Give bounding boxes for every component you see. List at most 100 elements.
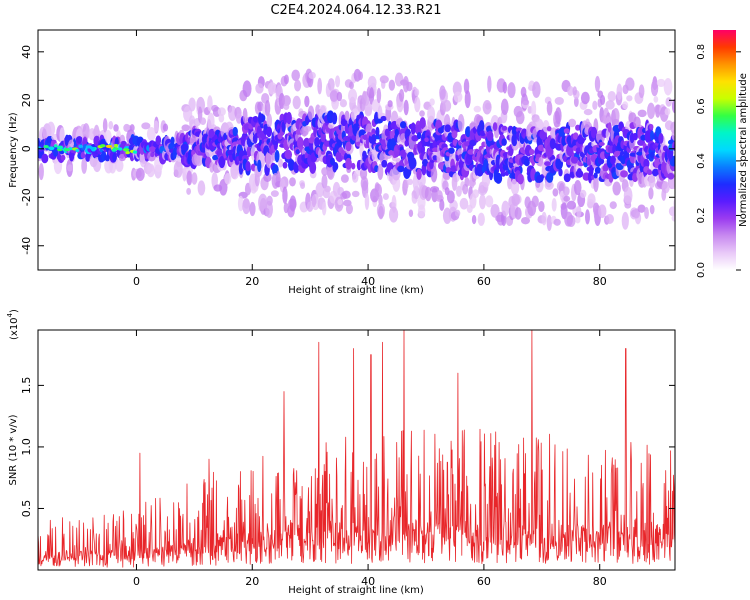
heatmap-cell: [637, 109, 647, 118]
heatmap-cell: [414, 96, 421, 113]
heatmap-cell: [245, 161, 251, 172]
heatmap-cell: [255, 83, 264, 94]
spectrogram-frame: [37, 29, 676, 271]
heatmap-cell: [464, 90, 471, 109]
heatmap-cell: [544, 181, 554, 190]
heatmap-cell: [432, 140, 437, 150]
heatmap-cell: [649, 124, 654, 130]
heatmap-cell: [594, 75, 601, 93]
heatmap-cell: [529, 148, 535, 156]
heatmap-cell: [479, 130, 486, 137]
heatmap-cell: [162, 123, 169, 132]
heatmap-cell: [232, 126, 238, 137]
x-tick-label: 60: [477, 575, 491, 588]
heatmap-cell: [665, 97, 672, 107]
heatmap-cell: [321, 174, 328, 189]
heatmap-cell: [322, 188, 331, 199]
heatmap-cell: [439, 198, 445, 211]
heatmap-cell: [398, 88, 405, 102]
heatmap-cell: [345, 203, 353, 215]
heatmap-cell: [364, 106, 372, 117]
heatmap-cell: [356, 159, 362, 171]
heatmap-cell: [186, 170, 193, 186]
heatmap-cell: [622, 101, 629, 110]
heatmap-cell: [314, 137, 321, 148]
heatmap-cell: [575, 169, 584, 178]
heatmap-cell: [552, 188, 559, 197]
heatmap-cell: [673, 198, 675, 210]
heatmap-cell: [212, 154, 219, 161]
heatmap-cell: [351, 173, 359, 183]
heatmap-cell: [453, 91, 463, 103]
heatmap-cell: [129, 124, 135, 132]
heatmap-cell: [637, 139, 646, 146]
heatmap-cell: [553, 218, 561, 226]
heatmap-hotspot: [122, 148, 130, 152]
heatmap-cell: [549, 138, 556, 150]
heatmap-cell: [173, 160, 183, 178]
heatmap-cell: [598, 141, 605, 146]
snr-x-ticks: 0 20 40 60 80: [133, 330, 607, 588]
y-tick-label: -20: [20, 188, 33, 206]
heatmap-cell: [517, 173, 524, 185]
heatmap-cell: [180, 143, 189, 151]
heatmap-cell: [274, 149, 280, 163]
heatmap-cell: [146, 126, 156, 141]
heatmap-cell: [282, 95, 291, 107]
heatmap-cell: [522, 99, 530, 106]
colorbar-tick-label: 0.8: [696, 44, 707, 60]
heatmap-cell: [650, 151, 655, 159]
heatmap-cell: [576, 205, 582, 218]
heatmap-cell: [351, 162, 356, 170]
heatmap-cell: [369, 87, 375, 105]
heatmap-cell: [153, 120, 159, 133]
heatmap-cell: [115, 159, 124, 172]
heatmap-cell: [472, 189, 479, 199]
heatmap-hotspot: [99, 144, 106, 148]
heatmap-cell: [410, 122, 416, 135]
heatmap-cell: [242, 80, 252, 98]
heatmap-cell: [571, 156, 579, 164]
heatmap-cell: [612, 118, 620, 126]
heatmap-cell: [282, 186, 288, 205]
heatmap-cell: [278, 158, 283, 168]
snr-exponent-base: (x10: [9, 317, 20, 340]
heatmap-cell: [479, 194, 486, 210]
heatmap-cell: [295, 149, 301, 155]
heatmap-cell: [335, 75, 341, 88]
heatmap-cell: [170, 136, 175, 145]
colorbar-tick-label: 0.4: [696, 153, 707, 169]
heatmap-cell: [155, 135, 162, 146]
heatmap-cell: [573, 96, 579, 108]
heatmap-cell: [648, 187, 654, 200]
colorbar-tick-label: 0.6: [696, 98, 707, 114]
heatmap-hotspot: [113, 143, 119, 148]
heatmap-cell: [486, 130, 494, 142]
heatmap-cell: [230, 163, 240, 180]
heatmap-cell: [668, 206, 675, 217]
heatmap-cell: [563, 186, 570, 196]
heatmap-hotspot: [118, 147, 123, 151]
heatmap-cell: [330, 157, 335, 166]
heatmap-cell: [436, 190, 443, 201]
heatmap-cell: [671, 155, 675, 164]
heatmap-cell: [668, 176, 675, 190]
heatmap-cell: [340, 118, 348, 127]
x-tick-label: 0: [133, 575, 140, 588]
heatmap-cell: [406, 81, 413, 92]
heatmap-cell: [531, 195, 539, 208]
heatmap-cell: [650, 79, 659, 97]
heatmap-cell: [207, 95, 213, 112]
heatmap-cell: [671, 98, 675, 114]
heatmap-cell: [381, 159, 388, 168]
heatmap-cell: [558, 127, 566, 137]
heatmap-cell: [328, 122, 335, 129]
heatmap-cell: [477, 212, 485, 226]
heatmap-cell: [80, 151, 86, 159]
heatmap-cell: [575, 216, 581, 224]
heatmap-cell: [358, 71, 363, 81]
heatmap-hotspot: [132, 150, 138, 154]
heatmap-cell: [300, 182, 306, 189]
heatmap-cell: [563, 195, 571, 202]
heatmap-cell: [333, 162, 339, 171]
